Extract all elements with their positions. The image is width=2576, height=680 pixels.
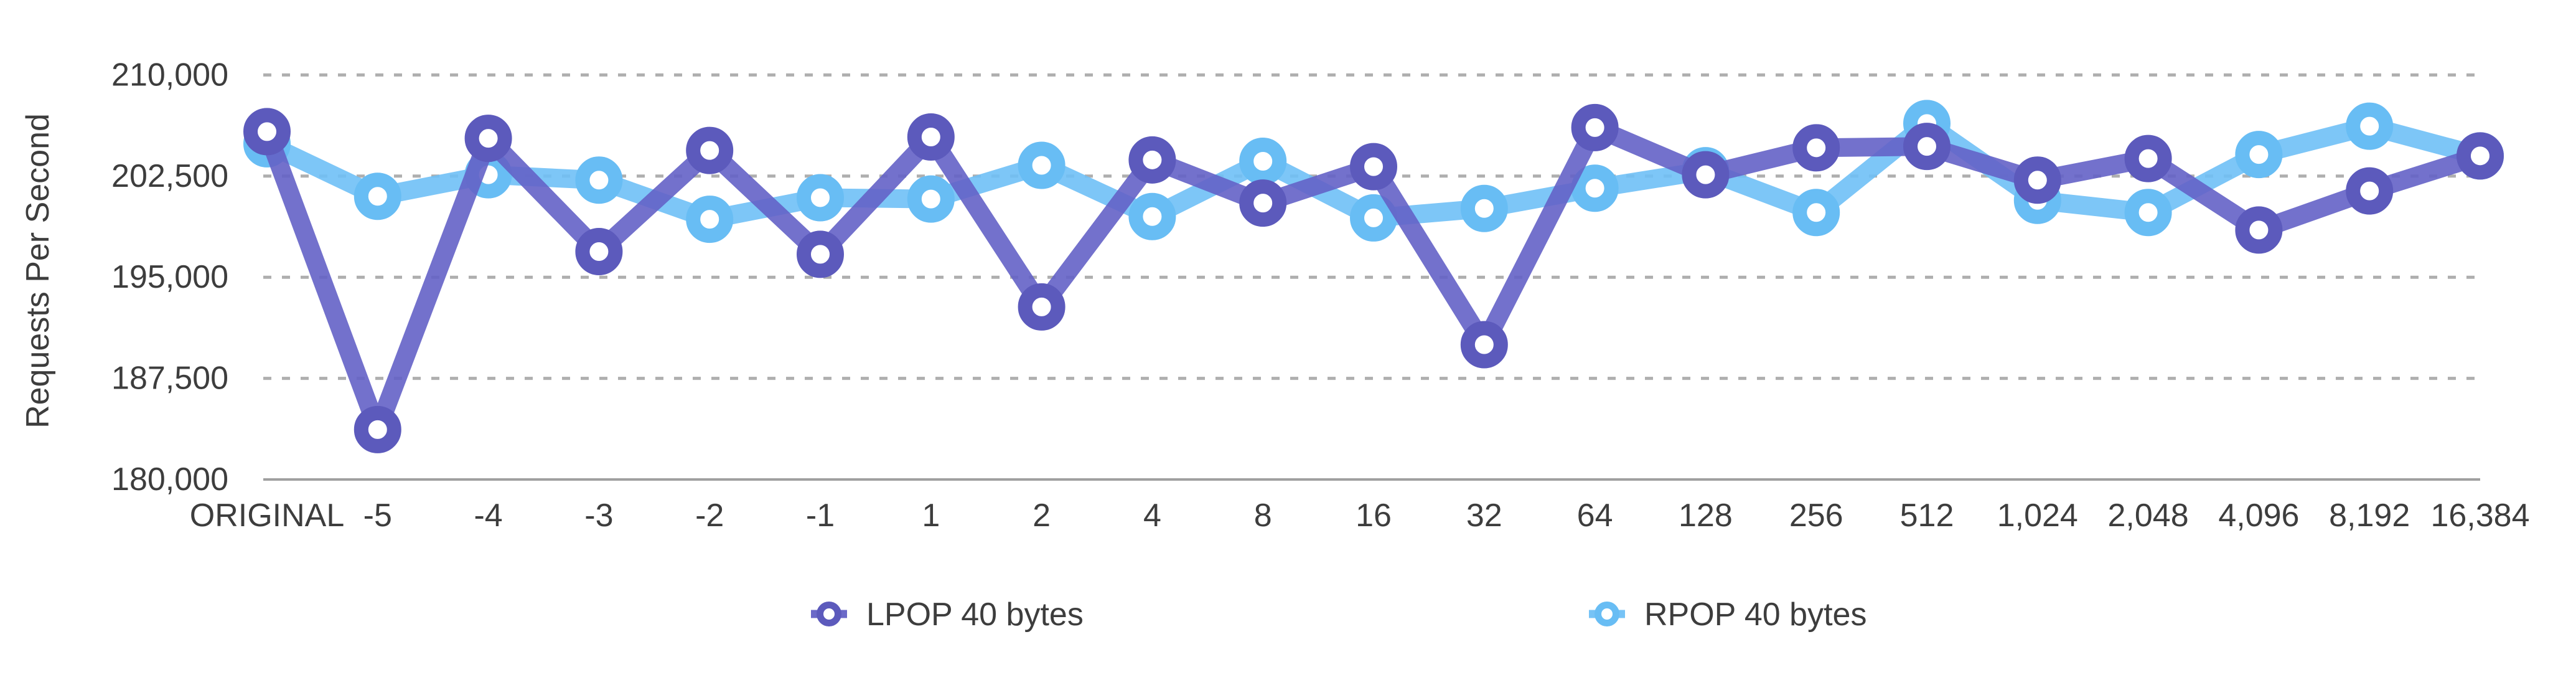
- data-point-rpop-40-bytes[interactable]: [797, 174, 844, 222]
- y-tick-label: 187,500: [111, 361, 228, 397]
- data-point-lpop-40-bytes[interactable]: [1350, 143, 1397, 191]
- x-tick-label: -1: [806, 498, 835, 534]
- x-tick-label: 2,048: [2108, 498, 2189, 534]
- data-point-rpop-40-bytes[interactable]: [686, 196, 734, 243]
- data-point-rpop-40-bytes[interactable]: [2124, 189, 2172, 237]
- data-point-lpop-40-bytes[interactable]: [2124, 135, 2172, 182]
- x-tick-label: 1,024: [1997, 498, 2078, 534]
- axis-layer: 180,000 187,500 195,000 202,500 210,000 ORIGI…: [111, 57, 2529, 534]
- data-point-lpop-40-bytes[interactable]: [907, 113, 955, 161]
- data-point-lpop-40-bytes[interactable]: [354, 405, 401, 453]
- data-point-lpop-40-bytes[interactable]: [464, 115, 512, 163]
- data-point-lpop-40-bytes[interactable]: [1018, 283, 1066, 331]
- x-tick-label: 32: [1466, 498, 1502, 534]
- x-tick-label: 1: [922, 498, 940, 534]
- series-layer: [243, 100, 2504, 453]
- x-tick-label: 2: [1033, 498, 1051, 534]
- x-tick-label: -3: [584, 498, 613, 534]
- rpop-legend-marker-icon: [1589, 602, 1625, 626]
- data-point-rpop-40-bytes[interactable]: [1128, 192, 1176, 240]
- data-point-lpop-40-bytes[interactable]: [2457, 132, 2504, 180]
- data-point-rpop-40-bytes[interactable]: [1571, 164, 1619, 212]
- legend-item-rpop[interactable]: RPOP 40 bytes: [1589, 597, 1866, 633]
- y-tick-label: 210,000: [111, 57, 228, 93]
- x-tick-label: 8,192: [2329, 498, 2410, 534]
- data-point-rpop-40-bytes[interactable]: [2235, 131, 2283, 179]
- y-axis-title: Requests Per Second: [20, 113, 56, 428]
- y-tick-label: 195,000: [111, 259, 228, 295]
- data-point-rpop-40-bytes[interactable]: [1239, 137, 1287, 185]
- y-tick-label: 202,500: [111, 158, 228, 194]
- x-tick-label: 4: [1143, 498, 1161, 534]
- data-point-lpop-40-bytes[interactable]: [2013, 156, 2061, 204]
- data-point-rpop-40-bytes[interactable]: [575, 156, 623, 204]
- data-point-lpop-40-bytes[interactable]: [2235, 206, 2283, 254]
- data-point-lpop-40-bytes[interactable]: [1903, 123, 1951, 171]
- x-tick-label: 8: [1254, 498, 1272, 534]
- x-tick-label: 256: [1789, 498, 1843, 534]
- data-point-lpop-40-bytes[interactable]: [797, 230, 844, 278]
- x-tick-label: -5: [363, 498, 392, 534]
- x-tick-label: 16: [1356, 498, 1392, 534]
- legend-ring-icon: [1595, 602, 1619, 626]
- data-point-rpop-40-bytes[interactable]: [1792, 189, 1840, 237]
- legend-label-lpop: LPOP 40 bytes: [866, 597, 1084, 633]
- data-point-lpop-40-bytes[interactable]: [243, 108, 291, 156]
- data-point-rpop-40-bytes[interactable]: [1460, 184, 1508, 232]
- data-point-rpop-40-bytes[interactable]: [354, 172, 401, 220]
- data-point-lpop-40-bytes[interactable]: [1792, 124, 1840, 172]
- legend: LPOP 40 bytes RPOP 40 bytes: [811, 597, 1866, 633]
- legend-label-rpop: RPOP 40 bytes: [1644, 597, 1866, 633]
- data-point-lpop-40-bytes[interactable]: [1571, 103, 1619, 151]
- x-tick-label: 4,096: [2218, 498, 2299, 534]
- data-point-lpop-40-bytes[interactable]: [1460, 321, 1508, 369]
- legend-ring-icon: [817, 602, 841, 626]
- x-tick-label: ORIGINAL: [190, 498, 345, 534]
- data-point-lpop-40-bytes[interactable]: [686, 126, 734, 174]
- lpop-legend-marker-icon: [811, 602, 847, 626]
- data-point-lpop-40-bytes[interactable]: [1128, 136, 1176, 184]
- data-point-rpop-40-bytes[interactable]: [1350, 194, 1397, 242]
- x-tick-label: 512: [1900, 498, 1954, 534]
- data-point-rpop-40-bytes[interactable]: [907, 175, 955, 223]
- legend-item-lpop[interactable]: LPOP 40 bytes: [811, 597, 1084, 633]
- data-point-rpop-40-bytes[interactable]: [2346, 102, 2394, 150]
- data-point-rpop-40-bytes[interactable]: [1018, 141, 1066, 189]
- x-tick-label: 128: [1679, 498, 1733, 534]
- data-point-lpop-40-bytes[interactable]: [575, 228, 623, 276]
- x-tick-label: -2: [695, 498, 724, 534]
- x-tick-label: 16,384: [2430, 498, 2529, 534]
- x-tick-label: -4: [474, 498, 502, 534]
- x-tick-label: 64: [1577, 498, 1613, 534]
- data-point-lpop-40-bytes[interactable]: [1682, 151, 1730, 199]
- data-point-lpop-40-bytes[interactable]: [1239, 179, 1287, 227]
- data-point-lpop-40-bytes[interactable]: [2346, 167, 2394, 215]
- y-tick-label: 180,000: [111, 461, 228, 498]
